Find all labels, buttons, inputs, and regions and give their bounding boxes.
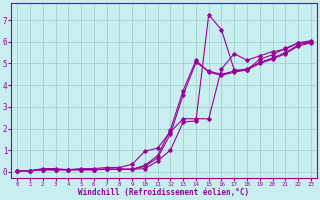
X-axis label: Windchill (Refroidissement éolien,°C): Windchill (Refroidissement éolien,°C)	[78, 188, 250, 197]
